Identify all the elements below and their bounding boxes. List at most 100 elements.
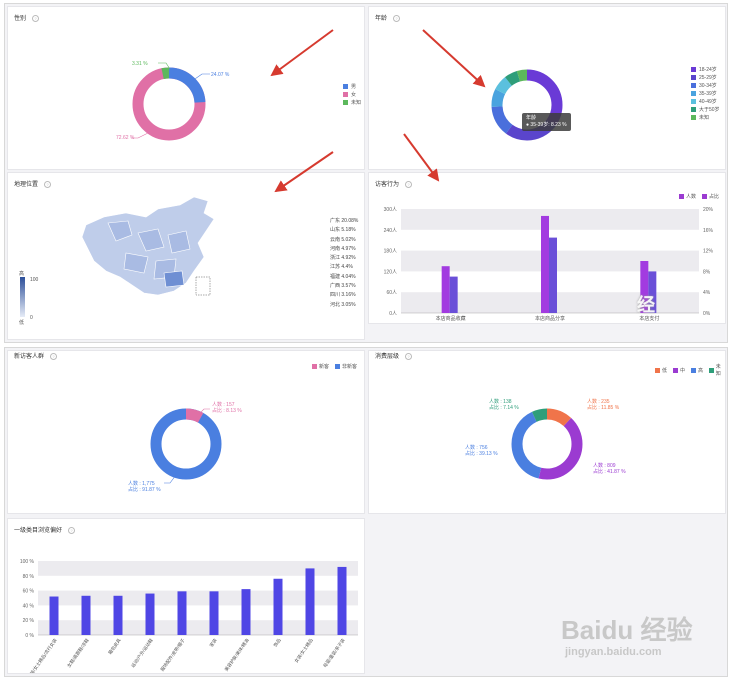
category-bar[interactable] — [209, 591, 219, 635]
svg-text:0: 0 — [30, 315, 33, 321]
svg-text:人数 : 756: 人数 : 756 — [465, 444, 488, 451]
visit-legend: 人数 占比 — [679, 193, 719, 200]
legend-item-age-0[interactable]: 18-24岁 — [691, 65, 720, 73]
legend-item-count[interactable]: 人数 — [679, 193, 696, 200]
donut-slice-returning[interactable] — [150, 408, 222, 480]
legend-item-age-4[interactable]: 40-49岁 — [691, 97, 720, 105]
donut-slice-age-1[interactable] — [491, 69, 563, 141]
legend-item-age-3[interactable]: 35-39岁 — [691, 89, 720, 97]
geo-rank-item: 江苏 4.4% — [330, 264, 353, 271]
consume-card-title: 消费层级? — [375, 351, 413, 360]
category-bar[interactable] — [337, 566, 347, 635]
y-tick-label: 0 % — [25, 633, 34, 639]
legend-item-returning[interactable]: 非新客 — [335, 363, 357, 370]
bar-ratio[interactable] — [449, 276, 458, 313]
x-tick-label: 本店商品收藏 — [436, 315, 466, 322]
category-bar[interactable] — [49, 596, 59, 635]
label-leader-female — [132, 132, 149, 139]
svg-text:高: 高 — [19, 270, 24, 277]
map-provinces[interactable] — [107, 220, 191, 280]
china-map: 高 低 100 0 — [19, 196, 215, 326]
geo-rank-item: 广西 3.57% — [330, 283, 356, 290]
legend-item-age-2[interactable]: 30-34岁 — [691, 81, 720, 89]
bar-ratio[interactable] — [549, 237, 557, 313]
help-icon[interactable]: ? — [44, 180, 52, 188]
svg-text:人数 : 809: 人数 : 809 — [593, 462, 616, 469]
help-icon[interactable]: ? — [405, 352, 413, 360]
donut-slice-new[interactable] — [150, 408, 222, 480]
legend-item-ratio[interactable]: 占比 — [702, 193, 719, 200]
y-tick-label: 0人 — [389, 311, 397, 317]
category-bar[interactable] — [241, 589, 251, 635]
legend-item-age-6[interactable]: 未知 — [691, 113, 720, 121]
category-bar[interactable] — [113, 595, 123, 635]
x-tick-label: 本店商品分享 — [535, 315, 565, 322]
help-icon[interactable]: ? — [50, 352, 58, 360]
visit-card: 访客行为? 人数 占比 300人 240人 180人 120人 60人 0人 20% 16% 1… — [368, 172, 726, 324]
category-card: 一级类目浏览偏好? 100 % 80 % 60 % 40 % 20 % 0 % 女装/女士精… — [7, 518, 365, 674]
svg-text:低: 低 — [19, 319, 24, 326]
legend-item-female[interactable]: 女 — [343, 90, 361, 98]
x-tick-label: 箱包皮具 — [107, 637, 123, 656]
legend-item-unknown[interactable]: 未知 — [709, 363, 725, 377]
donut-slice-consume-1[interactable] — [511, 408, 583, 480]
age-tooltip: 年龄 ● 35-39岁: 8.23 % — [522, 113, 571, 131]
category-bar-chart: 100 % 80 % 60 % 40 % 20 % 0 %女装/女士精品/流行女装 女鞋/高… — [20, 559, 358, 673]
svg-text:占比 : 41.87 %: 占比 : 41.87 % — [593, 468, 626, 475]
bar-count[interactable] — [640, 261, 649, 313]
svg-text:人数 : 138: 人数 : 138 — [489, 398, 512, 405]
watermark-brand: Baidu 经验 — [561, 615, 693, 645]
legend-item-unknown[interactable]: 未知 — [343, 98, 361, 106]
grid-band — [38, 561, 358, 576]
label-leader-male — [191, 73, 210, 82]
y-tick-label: 60人 — [386, 290, 397, 296]
map-scale-bar[interactable] — [20, 277, 25, 317]
donut-slice-unknown[interactable] — [132, 67, 206, 141]
x-tick-label: 母婴/童装/亲子装 — [321, 637, 347, 669]
category-bar[interactable] — [177, 591, 187, 635]
y-tick-label: 60 % — [23, 589, 35, 595]
bar-count[interactable] — [541, 215, 549, 313]
geo-rank-item: 山东 5.18% — [330, 227, 356, 234]
donut-slice-consume-0[interactable] — [511, 408, 583, 480]
legend-item-low[interactable]: 低 — [655, 363, 667, 377]
bar-count[interactable] — [441, 266, 450, 313]
svg-text:100: 100 — [30, 277, 39, 283]
visit-bar-chart: 300人 240人 180人 120人 60人 0人 20% 16% 12% 8% 4% 0% 本店商品… — [384, 207, 714, 322]
category-bar[interactable] — [145, 593, 155, 635]
x-tick-label: 女装/女士精品 — [293, 637, 315, 665]
donut-slice-consume-2[interactable] — [511, 408, 583, 480]
x-tick-label: 服饰配件/皮带/帽子 — [159, 637, 187, 673]
category-bar[interactable] — [81, 595, 91, 635]
help-icon[interactable]: ? — [32, 14, 40, 22]
svg-text:占比 : 39.13 %: 占比 : 39.13 % — [465, 450, 498, 457]
age-card-title: 年龄? — [375, 13, 401, 22]
legend-item-age-1[interactable]: 25-29岁 — [691, 73, 720, 81]
y2-tick-label: 12% — [703, 249, 714, 255]
geo-card-title: 地理位置? — [14, 179, 52, 188]
watermark-url: jingyan.baidu.com — [565, 646, 662, 658]
help-icon[interactable]: ? — [68, 526, 76, 534]
map-province-guangdong[interactable] — [163, 270, 185, 288]
svg-text:人数 : 157: 人数 : 157 — [212, 401, 235, 408]
gender-card: 性别? 24.07 % 72.62 % 3.31 % 男 女 未知 — [7, 6, 365, 170]
geo-rank-item: 云南 5.02% — [330, 236, 356, 243]
legend-item-new[interactable]: 新客 — [312, 363, 329, 370]
help-icon[interactable]: ? — [405, 180, 413, 188]
donut-slice-male[interactable] — [132, 67, 206, 141]
donut-slice-age-6[interactable] — [491, 69, 563, 141]
y2-tick-label: 16% — [703, 228, 714, 234]
label-female: 72.62 % — [116, 135, 135, 141]
legend-item-age-5[interactable]: 大于50岁 — [691, 105, 720, 113]
y-tick-label: 40 % — [23, 603, 35, 609]
category-bar[interactable] — [305, 568, 315, 635]
legend-item-mid[interactable]: 中 — [673, 363, 685, 377]
svg-text:占比 : 11.85 %: 占比 : 11.85 % — [587, 404, 620, 411]
legend-item-high[interactable]: 高 — [691, 363, 703, 377]
help-icon[interactable]: ? — [393, 14, 401, 22]
bar-ratio[interactable] — [648, 271, 657, 313]
geo-ranking-list: 广东 20.08% 山东 5.18% 云南 5.02% 河南 4.97% 浙江 4.92… — [330, 217, 358, 310]
category-bar[interactable] — [273, 578, 283, 635]
donut-slice-age-3[interactable] — [491, 69, 563, 141]
legend-item-male[interactable]: 男 — [343, 82, 361, 90]
